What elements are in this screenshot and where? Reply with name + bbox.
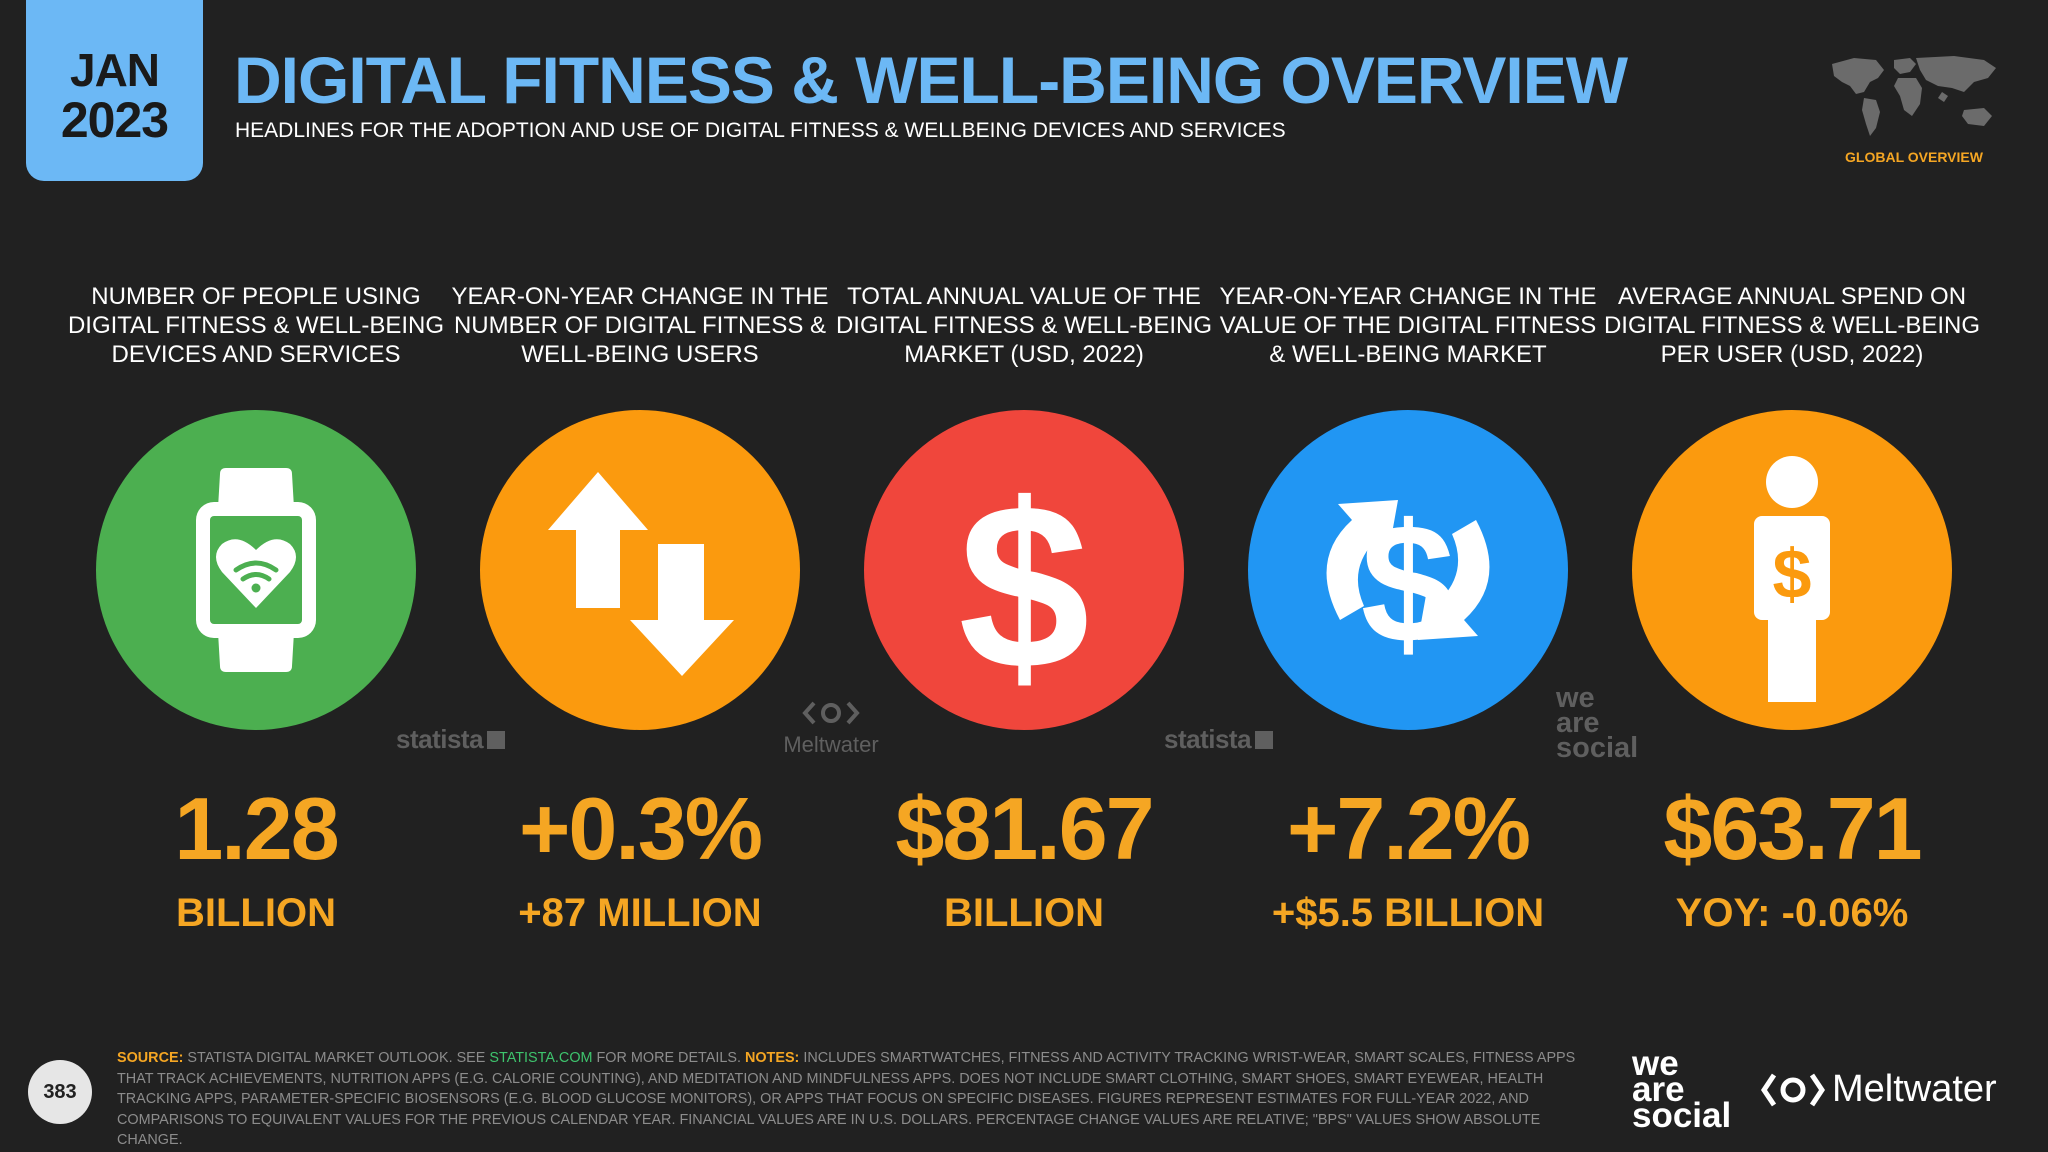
meltwater-watermark-text: Meltwater	[783, 732, 879, 757]
stat-description: NUMBER OF PEOPLE USING DIGITAL FITNESS &…	[67, 283, 445, 368]
brand-we: we	[1632, 1044, 1679, 1083]
we-are-social-logo: we are social	[1632, 1044, 1732, 1135]
watermark-we: we	[1556, 682, 1595, 714]
statista-watermark-text: statista	[396, 724, 484, 754]
statista-watermark: statista	[1164, 724, 1274, 755]
meltwater-logo: Meltwater	[1760, 1068, 1997, 1111]
meltwater-brand-text: Meltwater	[1832, 1068, 1997, 1110]
page-number: 383	[28, 1060, 92, 1124]
footnote: SOURCE: STATISTA DIGITAL MARKET OUTLOOK.…	[117, 1048, 1597, 1151]
stat-value: 1.28	[174, 779, 339, 878]
stat-circle	[96, 410, 416, 730]
stat-circle: $	[864, 410, 1184, 730]
dollar-sign-icon: $	[958, 455, 1089, 719]
stat-subvalue: BILLION	[944, 891, 1104, 935]
source-label: SOURCE:	[117, 1050, 184, 1066]
meltwater-watermark: Meltwater	[776, 700, 886, 758]
region-label: GLOBAL OVERVIEW	[1845, 149, 1983, 165]
svg-text:$: $	[1773, 535, 1812, 613]
watermark-social: social	[1556, 732, 1639, 764]
stat-subvalue: +87 MILLION	[518, 891, 762, 935]
stat-circle: $	[1248, 410, 1568, 730]
source-text-2: FOR MORE DETAILS.	[592, 1050, 745, 1066]
up-down-arrows-icon	[548, 472, 734, 676]
dollar-exchange-icon: $	[1326, 489, 1490, 679]
we-are-social-watermark: we are social	[1556, 682, 1639, 764]
statista-logo-icon	[487, 731, 506, 749]
meltwater-brand-icon	[1760, 1073, 1826, 1106]
stat-subvalue: +$5.5 BILLION	[1271, 891, 1545, 935]
watermark-are: are	[1556, 707, 1600, 739]
stat-column-users: NUMBER OF PEOPLE USING DIGITAL FITNESS &…	[64, 0, 448, 1000]
brand-social: social	[1632, 1096, 1732, 1135]
stat-value: +7.2%	[1287, 779, 1531, 878]
notes-label: NOTES:	[744, 1050, 800, 1066]
world-map-icon	[1832, 56, 1996, 136]
source-link[interactable]: STATISTA.COM	[489, 1050, 593, 1066]
page-title: DIGITAL FITNESS & WELL-BEING OVERVIEW	[234, 43, 1628, 117]
stat-column-spend-per-user: AVERAGE ANNUAL SPEND ON DIGITAL FITNESS …	[1600, 0, 1984, 1000]
stat-circle: $	[1632, 410, 1952, 730]
statista-watermark: statista	[396, 724, 506, 755]
stat-column-user-change: YEAR-ON-YEAR CHANGE IN THE NUMBER OF DIG…	[448, 0, 832, 1000]
svg-text:$: $	[958, 455, 1089, 719]
stat-description: AVERAGE ANNUAL SPEND ON DIGITAL FITNESS …	[1603, 283, 1981, 368]
stat-value: +0.3%	[519, 779, 763, 878]
notes-text: INCLUDES SMARTWATCHES, FITNESS AND ACTIV…	[117, 1050, 1576, 1148]
stat-subvalue: BILLION	[176, 891, 336, 935]
smartwatch-heart-icon	[196, 468, 316, 672]
source-text: STATISTA DIGITAL MARKET OUTLOOK. SEE	[183, 1050, 490, 1066]
date-badge: JAN 2023	[26, 0, 203, 181]
meltwater-logo-icon	[802, 701, 860, 725]
stat-circle	[480, 410, 800, 730]
date-year: 2023	[60, 91, 169, 148]
stat-description: YEAR-ON-YEAR CHANGE IN THE NUMBER OF DIG…	[451, 283, 829, 368]
brand-are: are	[1632, 1070, 1685, 1109]
statista-watermark-text: statista	[1164, 724, 1252, 754]
date-month: JAN	[69, 43, 160, 96]
person-dollar-icon: $	[1754, 456, 1830, 702]
svg-text:$: $	[1361, 489, 1456, 679]
stat-value: $63.71	[1663, 779, 1922, 878]
statista-logo-icon	[1255, 731, 1274, 749]
stat-description: TOTAL ANNUAL VALUE OF THE DIGITAL FITNES…	[835, 283, 1213, 368]
stat-column-market-value: TOTAL ANNUAL VALUE OF THE DIGITAL FITNES…	[832, 0, 1216, 1000]
page-subtitle: HEADLINES FOR THE ADOPTION AND USE OF DI…	[235, 119, 1286, 142]
stat-description: YEAR-ON-YEAR CHANGE IN THE VALUE OF THE …	[1219, 283, 1597, 368]
stat-value: $81.67	[895, 779, 1154, 878]
stat-subvalue: YOY: -0.06%	[1675, 891, 1909, 935]
stat-column-value-change: YEAR-ON-YEAR CHANGE IN THE VALUE OF THE …	[1216, 0, 1600, 1000]
